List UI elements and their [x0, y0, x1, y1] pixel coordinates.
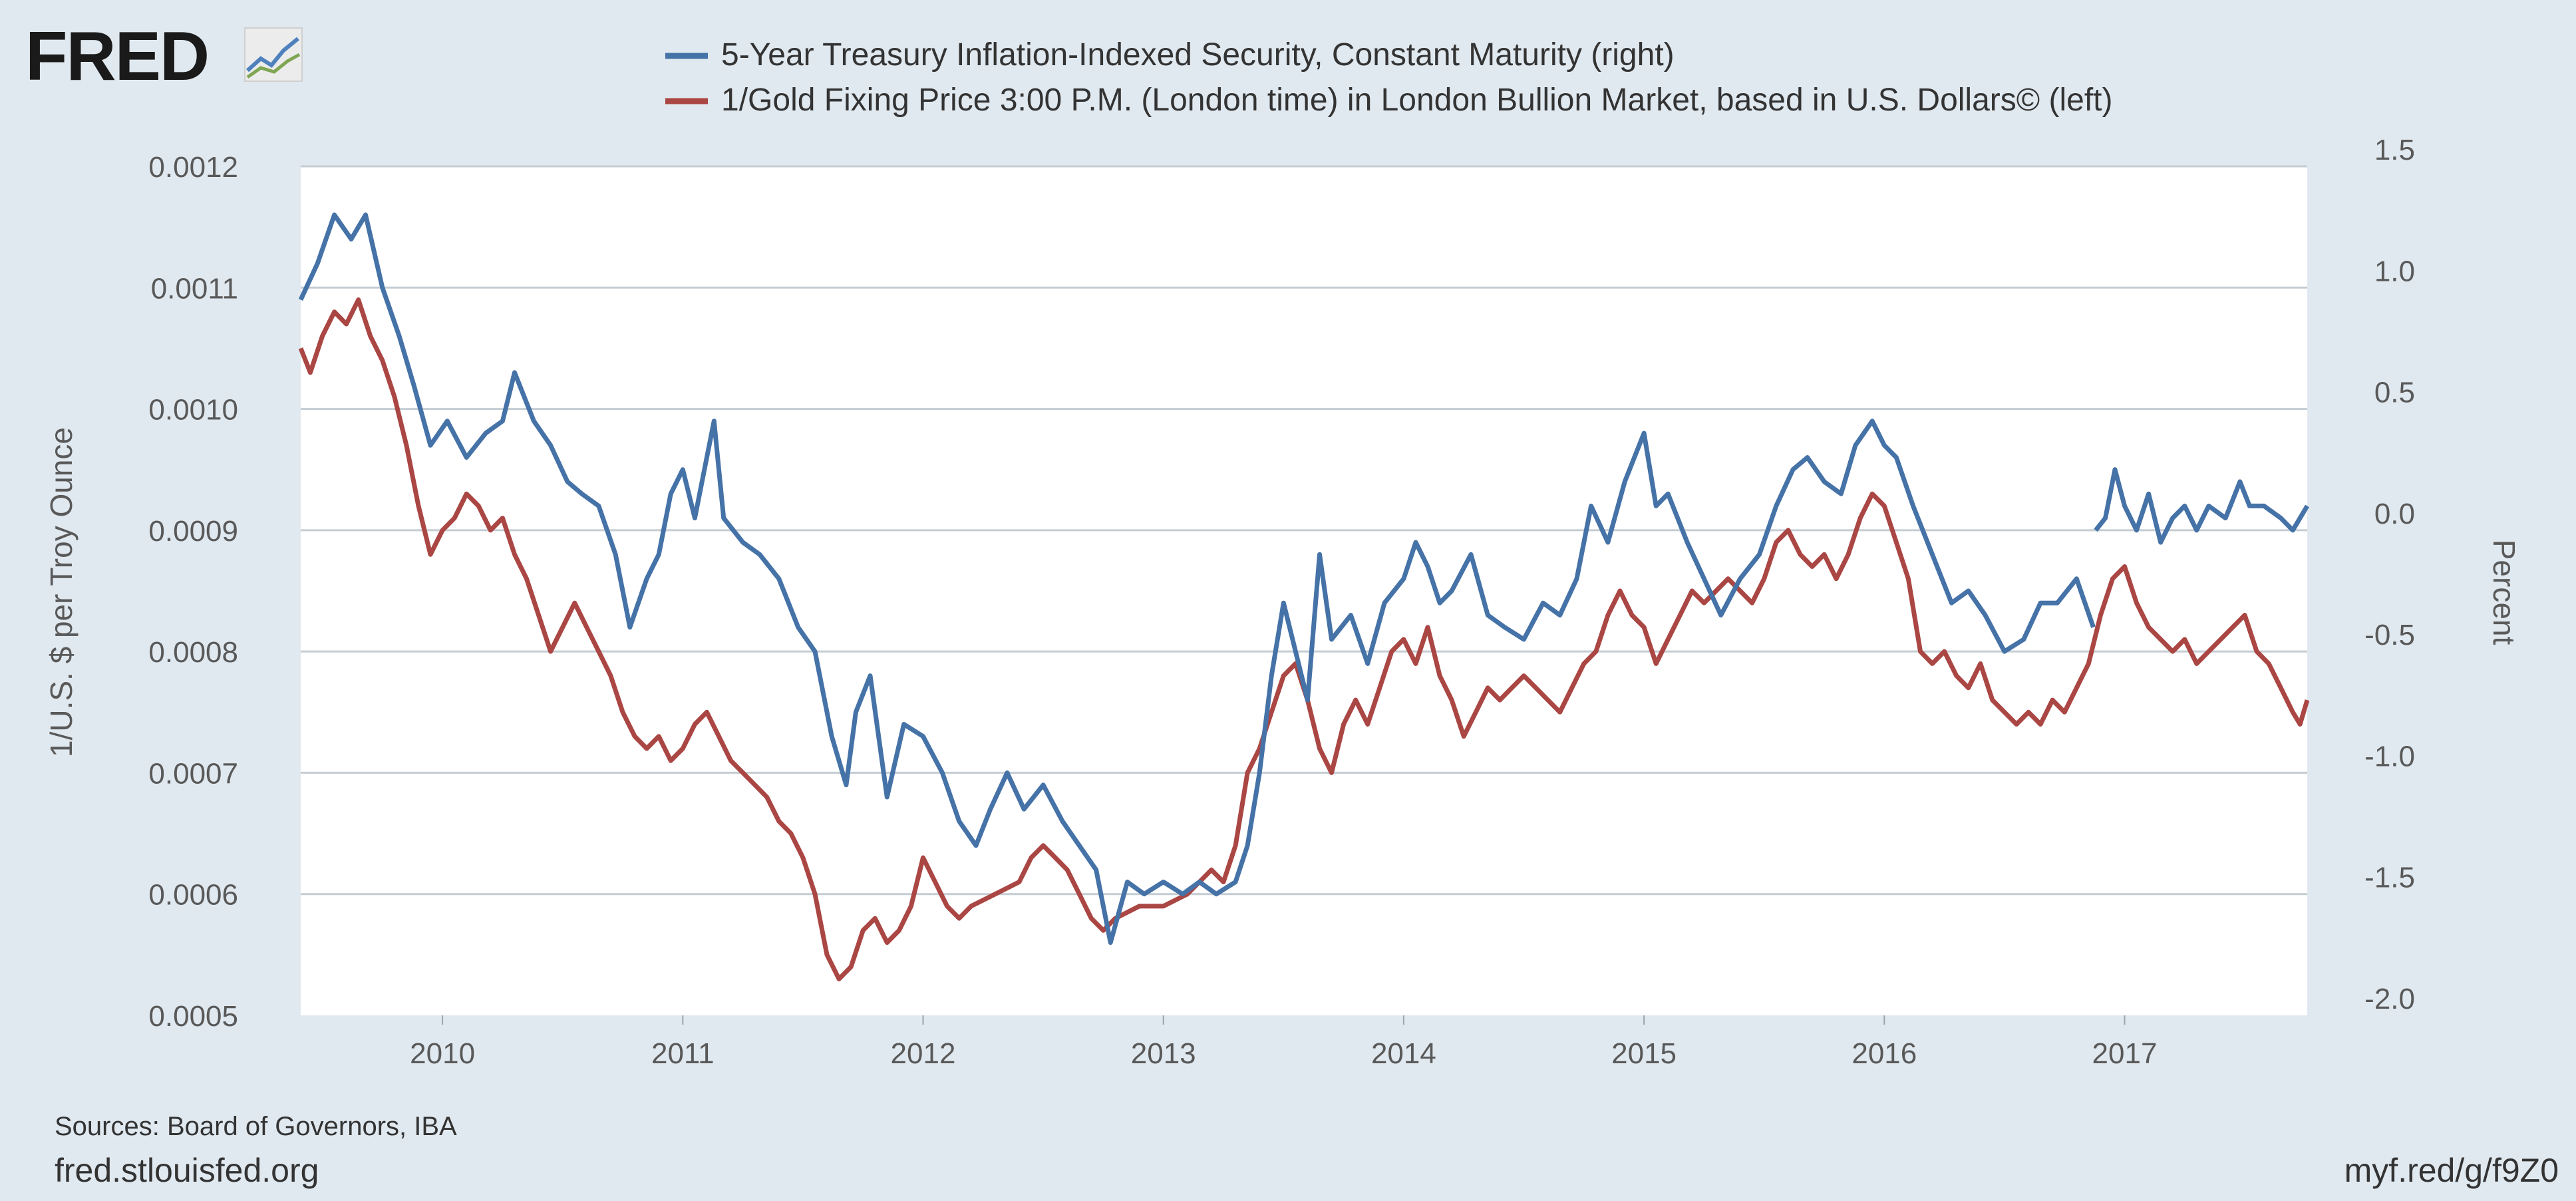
- left-axis-title: 1/U.S. $ per Troy Ounce: [44, 427, 79, 757]
- left-tick-label: 0.0006: [148, 879, 238, 912]
- fred-logo[interactable]: FRED: [25, 18, 303, 95]
- right-tick-label: -0.5: [2364, 619, 2415, 651]
- left-tick-label: 0.0008: [148, 636, 238, 669]
- left-tick-label: 0.0009: [148, 515, 238, 548]
- left-tick-label: 0.0005: [148, 1000, 238, 1033]
- legend: 5-Year Treasury Inflation-Indexed Securi…: [665, 37, 2112, 118]
- x-tick-label: 2014: [1371, 1037, 1436, 1070]
- x-tick-label: 2013: [1131, 1037, 1196, 1070]
- left-tick-label: 0.0011: [151, 272, 238, 305]
- series-lines: [298, 212, 2310, 981]
- x-tick-label: 2017: [2092, 1037, 2158, 1070]
- left-tick-label: 0.0012: [148, 151, 238, 184]
- tips-series-line[interactable]: [298, 212, 2096, 945]
- legend-item-gold[interactable]: 1/Gold Fixing Price 3:00 P.M. (London ti…: [665, 83, 2112, 118]
- x-tick-label: 2010: [410, 1037, 475, 1070]
- left-tick-label: 0.0010: [148, 394, 238, 427]
- fred-logo-text: FRED: [25, 18, 208, 95]
- x-tick-label: 2012: [891, 1037, 956, 1070]
- x-axis-ticks: 2010 2011 2012 2013 2014 2015 2016 2017: [410, 1015, 2157, 1070]
- right-tick-label: 0.5: [2374, 377, 2415, 409]
- legend-label-tips: 5-Year Treasury Inflation-Indexed Securi…: [721, 37, 1675, 73]
- legend-label-gold: 1/Gold Fixing Price 3:00 P.M. (London ti…: [721, 83, 2112, 118]
- trend-line-chart-icon: [244, 27, 303, 82]
- right-tick-label: 0.0: [2374, 498, 2415, 530]
- left-axis-ticks: 0.0005 0.0006 0.0007 0.0008 0.0009 0.0010 0.00…: [148, 151, 238, 1033]
- right-axis-ticks: -2.0 -1.5 -1.0 -0.5 0.0 0.5 1.0 1.5: [2364, 134, 2415, 1015]
- gold-series-line[interactable]: [298, 297, 2310, 981]
- x-tick-label: 2011: [651, 1037, 715, 1070]
- right-tick-label: -1.5: [2364, 862, 2415, 894]
- sources-text: Sources: Board of Governors, IBA: [55, 1112, 457, 1141]
- short-link[interactable]: myf.red/g/f9Z0: [2344, 1152, 2559, 1189]
- left-tick-label: 0.0007: [148, 757, 238, 790]
- x-tick-label: 2015: [1611, 1037, 1677, 1070]
- x-tick-label: 2016: [1852, 1037, 1917, 1070]
- right-tick-label: 1.5: [2374, 134, 2415, 166]
- site-link[interactable]: fred.stlouisfed.org: [55, 1152, 319, 1189]
- right-tick-label: -1.0: [2364, 740, 2415, 772]
- right-tick-label: -2.0: [2364, 983, 2415, 1015]
- legend-item-tips[interactable]: 5-Year Treasury Inflation-Indexed Securi…: [665, 37, 1675, 73]
- right-tick-label: 1.0: [2374, 255, 2415, 287]
- gridlines: [301, 165, 2307, 896]
- tips-series-line-segment-2[interactable]: [2094, 467, 2310, 545]
- right-axis-title: Percent: [2487, 540, 2521, 645]
- plot-area: [301, 166, 2307, 1015]
